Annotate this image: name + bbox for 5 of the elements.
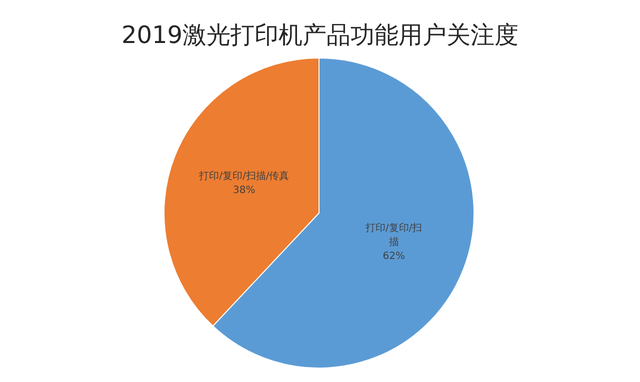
chart-title: 2019激光打印机产品功能用户关注度 — [121, 21, 519, 49]
slice-label: 打印/复印/扫描 — [364, 222, 422, 248]
slice-label: 打印/复印/扫描/传真 — [198, 170, 290, 182]
data-label: 62% — [382, 251, 405, 262]
data-label: 38% — [233, 184, 256, 196]
